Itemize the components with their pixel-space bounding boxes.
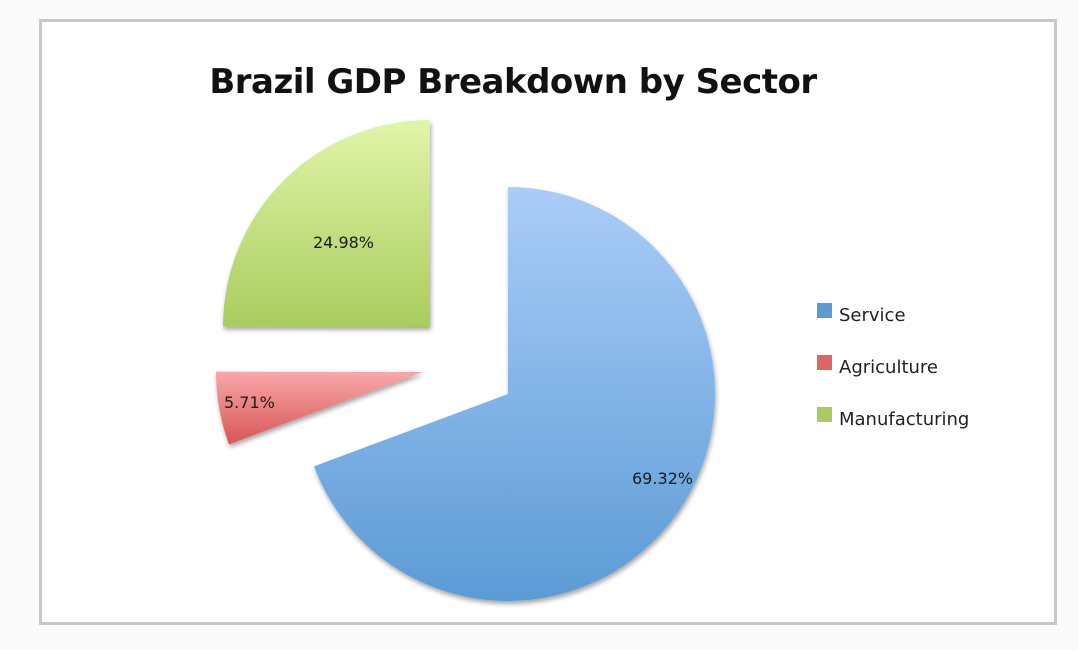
pie-chart: 69.32% 5.71% 24.98% bbox=[216, 120, 715, 601]
manufacturing-swatch-icon bbox=[817, 406, 832, 422]
agriculture-swatch-icon bbox=[817, 354, 832, 370]
pie-slice-service bbox=[314, 187, 715, 601]
legend-item-service: Service bbox=[817, 302, 969, 328]
chart-title: Brazil GDP Breakdown by Sector bbox=[209, 62, 817, 102]
service-swatch-icon bbox=[817, 302, 832, 318]
pie-slice-agriculture bbox=[216, 371, 423, 445]
pie-slice-manufacturing bbox=[223, 120, 430, 327]
legend: Service Agriculture Manufacturing bbox=[817, 302, 969, 458]
legend-label: Agriculture bbox=[839, 356, 938, 378]
chart-frame: Brazil GDP Breakdown by Sector 69.32% 5.7… bbox=[39, 19, 1057, 625]
legend-label: Service bbox=[839, 304, 906, 326]
data-label-agriculture: 5.71% bbox=[224, 393, 275, 412]
legend-item-agriculture: Agriculture bbox=[817, 354, 969, 380]
legend-item-manufacturing: Manufacturing bbox=[817, 406, 969, 432]
data-label-service: 69.32% bbox=[632, 469, 693, 488]
legend-label: Manufacturing bbox=[839, 408, 970, 430]
data-label-manufacturing: 24.98% bbox=[313, 233, 374, 252]
